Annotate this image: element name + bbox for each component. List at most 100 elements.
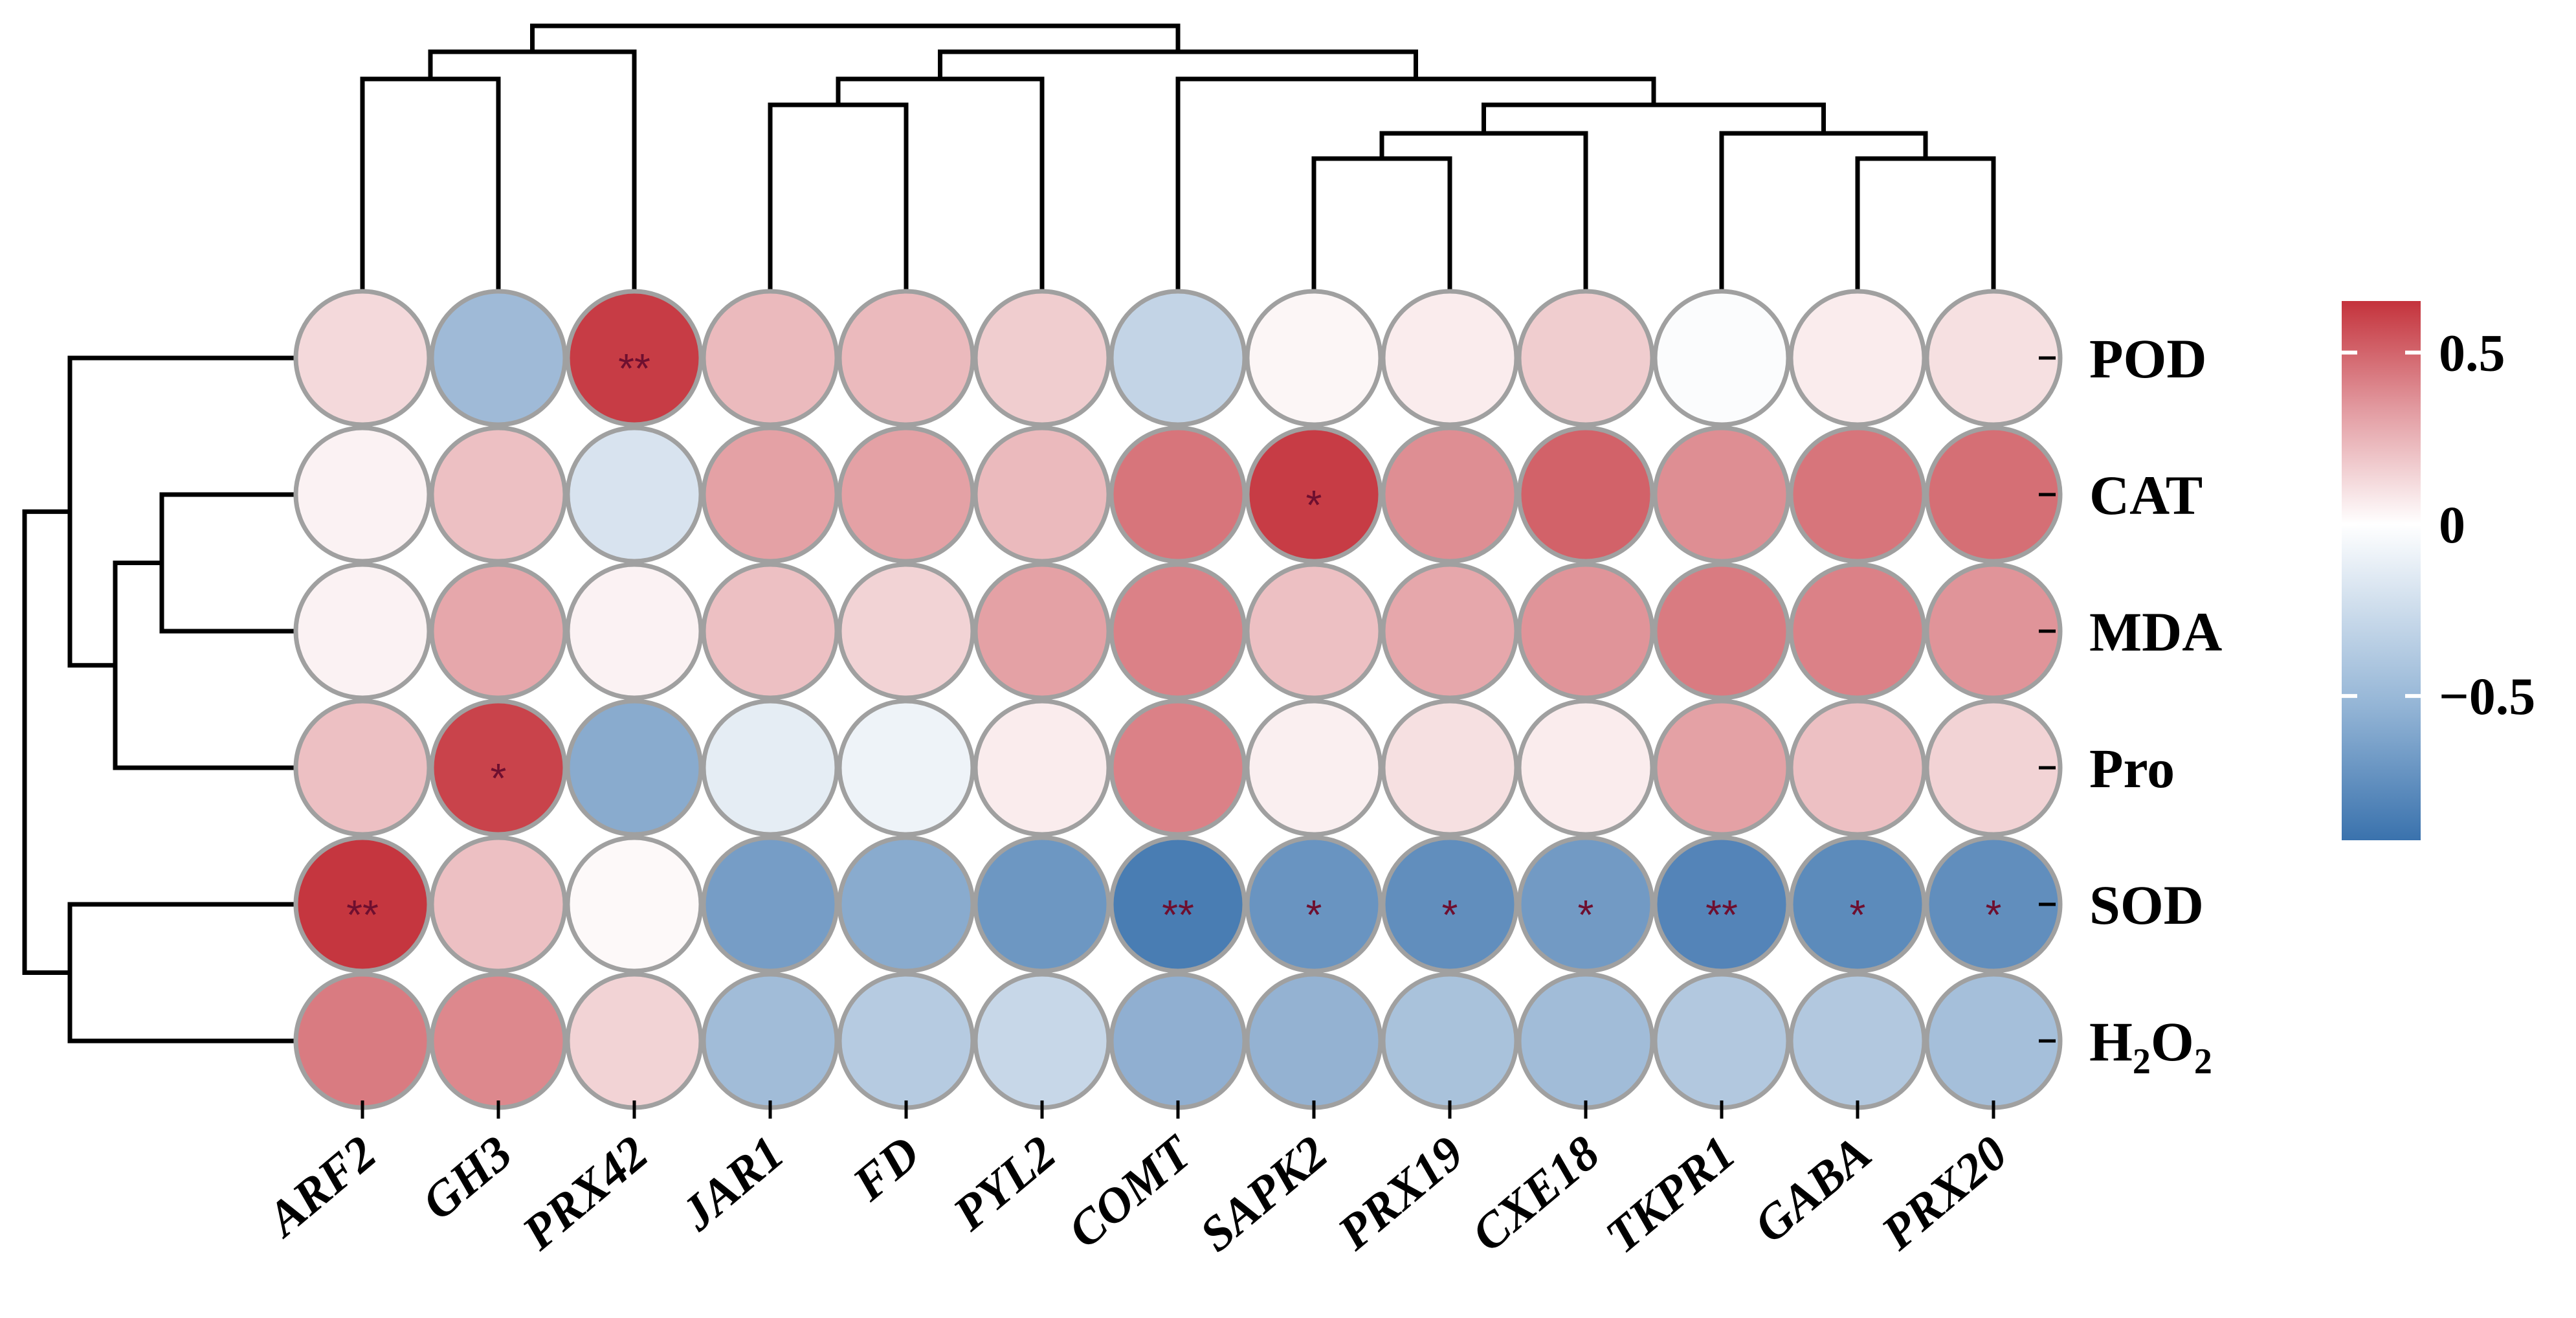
row-label: MDA bbox=[2089, 601, 2222, 663]
cell-POD-PYL2 bbox=[973, 289, 1111, 427]
row-label: Pro bbox=[2089, 737, 2175, 799]
cell-SOD-ARF2 bbox=[293, 835, 432, 974]
cell-SOD-PRX42 bbox=[565, 835, 704, 974]
cell-SOD-JAR1 bbox=[701, 835, 839, 974]
cell-POD-PRX20 bbox=[1924, 289, 2063, 427]
cell-Pro-SAPK2 bbox=[1245, 698, 1383, 837]
cell-SOD-FD bbox=[837, 835, 975, 974]
column-label: GH3 bbox=[412, 1126, 522, 1231]
cell-Pro-ARF2 bbox=[293, 698, 432, 837]
cell-Pro-FD bbox=[837, 698, 975, 837]
cell-Pro-CXE18 bbox=[1516, 698, 1655, 837]
cell-CAT-TKPR1 bbox=[1652, 425, 1791, 564]
cell-MDA-GH3 bbox=[429, 562, 568, 700]
cell-POD-SAPK2 bbox=[1245, 289, 1383, 427]
cell-CAT-GH3 bbox=[429, 425, 568, 564]
cell-MDA-ARF2 bbox=[293, 562, 432, 700]
cell-Pro-GH3 bbox=[429, 698, 568, 837]
row-dendrogram bbox=[22, 355, 294, 1044]
column-label: TKPR1 bbox=[1595, 1126, 1746, 1264]
column-label: GABA bbox=[1744, 1126, 1882, 1253]
colorbar-tick-label: −0.5 bbox=[2439, 667, 2535, 726]
column-label: CXE18 bbox=[1461, 1126, 1610, 1262]
significance-mark: * bbox=[1986, 891, 2002, 938]
column-label: PYL2 bbox=[942, 1126, 1066, 1242]
cell-CAT-ARF2 bbox=[293, 425, 432, 564]
cell-MDA-PRX20 bbox=[1924, 562, 2063, 700]
row-labels: POD CAT MDA Pro SOD H2O2 bbox=[2039, 328, 2222, 1082]
column-label: PRX20 bbox=[1871, 1126, 2017, 1261]
cell-H2O2-ARF2 bbox=[293, 972, 432, 1110]
dendrogram-branch bbox=[360, 76, 501, 291]
colorbar-tick-label: 0.5 bbox=[2439, 324, 2505, 383]
dendrogram-branch bbox=[1855, 156, 1996, 291]
colorbar-tick-label: 0 bbox=[2439, 495, 2465, 554]
dendrogram-branch bbox=[938, 49, 1418, 79]
cell-H2O2-JAR1 bbox=[701, 972, 839, 1110]
significance-mark: ** bbox=[1162, 891, 1194, 938]
cell-MDA-TKPR1 bbox=[1652, 562, 1791, 700]
cell-POD-PRX19 bbox=[1381, 289, 1519, 427]
cell-SOD-GABA bbox=[1788, 835, 1927, 974]
significance-mark: * bbox=[1442, 891, 1458, 938]
cell-H2O2-COMT bbox=[1109, 972, 1247, 1110]
dendrogram-branch bbox=[113, 561, 294, 770]
row-label: SOD bbox=[2089, 874, 2204, 936]
cell-Pro-PRX42 bbox=[565, 698, 704, 837]
dendrogram-branch bbox=[1311, 156, 1452, 291]
cell-Pro-JAR1 bbox=[701, 698, 839, 837]
dendrogram-branch bbox=[1175, 76, 1656, 291]
cell-POD-CXE18 bbox=[1516, 289, 1655, 427]
significance-mark: ** bbox=[1705, 891, 1738, 938]
cell-SOD-CXE18 bbox=[1516, 835, 1655, 974]
cell-MDA-FD bbox=[837, 562, 975, 700]
cell-H2O2-PRX19 bbox=[1381, 972, 1519, 1110]
cell-Pro-PRX19 bbox=[1381, 698, 1519, 837]
cell-H2O2-TKPR1 bbox=[1652, 972, 1791, 1110]
cell-Pro-TKPR1 bbox=[1652, 698, 1791, 837]
column-dendrogram bbox=[360, 23, 1996, 291]
significance-mark: ** bbox=[618, 345, 650, 392]
cell-H2O2-FD bbox=[837, 972, 975, 1110]
cell-POD-JAR1 bbox=[701, 289, 839, 427]
cell-MDA-COMT bbox=[1109, 562, 1247, 700]
colorbar: 0.5 0 −0.5 bbox=[2342, 301, 2535, 840]
cell-POD-GH3 bbox=[429, 289, 568, 427]
significance-mark: * bbox=[1578, 891, 1594, 938]
cell-MDA-GABA bbox=[1788, 562, 1927, 700]
column-label: SAPK2 bbox=[1190, 1126, 1338, 1262]
cell-POD-PRX42 bbox=[565, 289, 704, 427]
row-label: CAT bbox=[2089, 464, 2203, 526]
significance-mark: * bbox=[1306, 891, 1322, 938]
cell-MDA-CXE18 bbox=[1516, 562, 1655, 700]
significance-mark: ** bbox=[346, 891, 379, 938]
cell-MDA-JAR1 bbox=[701, 562, 839, 700]
significance-mark: * bbox=[491, 755, 507, 801]
cell-H2O2-GABA bbox=[1788, 972, 1927, 1110]
cell-H2O2-PRX42 bbox=[565, 972, 704, 1110]
cell-SOD-COMT bbox=[1109, 835, 1247, 974]
dendrogram-branch bbox=[836, 76, 1045, 291]
column-label: PRX19 bbox=[1327, 1126, 1474, 1261]
dendrogram-branch bbox=[768, 102, 909, 291]
cell-Pro-PYL2 bbox=[973, 698, 1111, 837]
cell-CAT-PRX42 bbox=[565, 425, 704, 564]
cell-CAT-CXE18 bbox=[1516, 425, 1655, 564]
cell-SOD-PRX19 bbox=[1381, 835, 1519, 974]
cell-CAT-PYL2 bbox=[973, 425, 1111, 564]
cell-POD-ARF2 bbox=[293, 289, 432, 427]
cell-H2O2-GH3 bbox=[429, 972, 568, 1110]
cell-CAT-COMT bbox=[1109, 425, 1247, 564]
dendrogram-branch bbox=[67, 902, 294, 1044]
dendrogram-branch bbox=[67, 355, 294, 668]
cell-CAT-SAPK2 bbox=[1245, 425, 1383, 564]
cell-POD-FD bbox=[837, 289, 975, 427]
significance-mark: * bbox=[1306, 482, 1322, 528]
cell-H2O2-PYL2 bbox=[973, 972, 1111, 1110]
cell-SOD-PYL2 bbox=[973, 835, 1111, 974]
cell-CAT-FD bbox=[837, 425, 975, 564]
dendrogram-branch bbox=[530, 23, 1181, 52]
cell-MDA-SAPK2 bbox=[1245, 562, 1383, 700]
